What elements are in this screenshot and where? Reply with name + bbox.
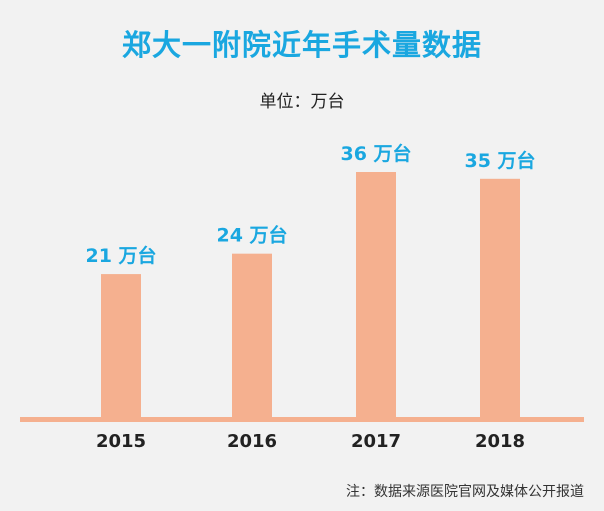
x-tick-label-2015: 2015 <box>96 431 146 452</box>
chart-title: 郑大一附院近年手术量数据 <box>121 28 482 62</box>
baseline <box>20 417 584 422</box>
data-label-2018: 35 万台 <box>464 149 535 172</box>
bar-2018 <box>480 178 520 417</box>
data-label-2015: 21 万台 <box>85 244 156 267</box>
data-label-2016: 24 万台 <box>216 224 287 247</box>
source-note: 注：数据来源医院官网及媒体公开报道 <box>346 484 584 500</box>
bar-2016 <box>232 253 272 417</box>
bar-2017 <box>356 172 396 417</box>
unit-label: 单位：万台 <box>259 92 345 112</box>
x-tick-label-2016: 2016 <box>227 431 277 452</box>
x-tick-label-2017: 2017 <box>351 431 401 452</box>
x-tick-label-2018: 2018 <box>475 431 525 452</box>
bar-2015 <box>101 274 141 417</box>
data-label-2017: 36 万台 <box>340 142 411 165</box>
